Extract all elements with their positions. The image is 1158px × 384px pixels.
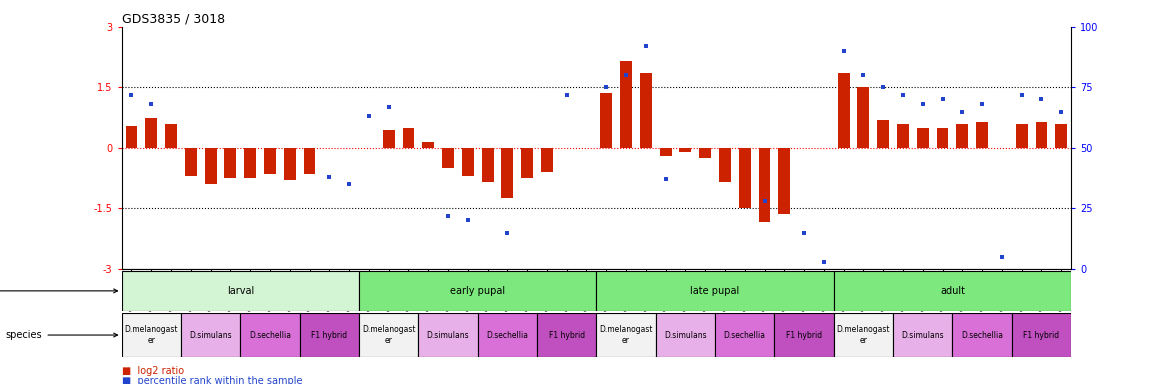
- Bar: [501, 148, 513, 198]
- Bar: [775, 313, 834, 357]
- Bar: [857, 88, 870, 148]
- Bar: [300, 313, 359, 357]
- Bar: [655, 313, 714, 357]
- Text: adult: adult: [940, 286, 965, 296]
- Text: D.melanogast
er: D.melanogast er: [362, 325, 416, 345]
- Text: ■  percentile rank within the sample: ■ percentile rank within the sample: [122, 376, 302, 384]
- Text: late pupal: late pupal: [690, 286, 740, 296]
- Bar: [739, 148, 750, 209]
- Bar: [359, 313, 418, 357]
- Bar: [240, 313, 300, 357]
- Text: D.simulans: D.simulans: [664, 331, 706, 339]
- Bar: [957, 124, 968, 148]
- Bar: [699, 148, 711, 158]
- Text: D.simulans: D.simulans: [426, 331, 469, 339]
- Bar: [185, 148, 197, 176]
- Bar: [423, 142, 434, 148]
- Bar: [418, 313, 477, 357]
- Bar: [264, 148, 276, 174]
- Bar: [166, 124, 177, 148]
- Bar: [403, 127, 415, 148]
- Text: D.melanogast
er: D.melanogast er: [837, 325, 891, 345]
- Bar: [303, 148, 315, 174]
- Bar: [952, 313, 1012, 357]
- Bar: [125, 126, 138, 148]
- Bar: [976, 122, 988, 148]
- Bar: [181, 313, 241, 357]
- Bar: [834, 313, 893, 357]
- Text: D.melanogast
er: D.melanogast er: [600, 325, 653, 345]
- Text: F1 hybrid: F1 hybrid: [1024, 331, 1060, 339]
- Bar: [244, 148, 256, 178]
- Bar: [205, 148, 217, 184]
- Bar: [660, 148, 672, 156]
- Bar: [716, 313, 775, 357]
- Text: D.simulans: D.simulans: [189, 331, 232, 339]
- Bar: [878, 120, 889, 148]
- Text: development stage: development stage: [0, 286, 118, 296]
- Bar: [680, 148, 691, 152]
- Bar: [1016, 124, 1027, 148]
- Bar: [917, 127, 929, 148]
- Text: D.sechellia: D.sechellia: [724, 331, 765, 339]
- Bar: [145, 118, 157, 148]
- Bar: [600, 93, 613, 148]
- Bar: [837, 73, 850, 148]
- Bar: [537, 313, 596, 357]
- Bar: [1055, 124, 1068, 148]
- Text: species: species: [6, 330, 118, 340]
- Bar: [442, 148, 454, 168]
- Bar: [359, 271, 596, 311]
- Bar: [482, 148, 493, 182]
- Bar: [462, 148, 474, 176]
- Bar: [640, 73, 652, 148]
- Bar: [225, 148, 236, 178]
- Text: D.sechellia: D.sechellia: [486, 331, 528, 339]
- Bar: [719, 148, 731, 182]
- Text: D.simulans: D.simulans: [901, 331, 944, 339]
- Bar: [893, 313, 952, 357]
- Text: F1 hybrid: F1 hybrid: [312, 331, 347, 339]
- Bar: [937, 127, 948, 148]
- Text: F1 hybrid: F1 hybrid: [549, 331, 585, 339]
- Text: D.sechellia: D.sechellia: [961, 331, 1003, 339]
- Text: F1 hybrid: F1 hybrid: [786, 331, 822, 339]
- Bar: [758, 148, 770, 222]
- Bar: [897, 124, 909, 148]
- Bar: [1012, 313, 1071, 357]
- Bar: [521, 148, 533, 178]
- Text: GDS3835 / 3018: GDS3835 / 3018: [122, 13, 225, 26]
- Text: ■  log2 ratio: ■ log2 ratio: [122, 366, 184, 376]
- Bar: [596, 271, 834, 311]
- Bar: [122, 271, 359, 311]
- Bar: [596, 313, 655, 357]
- Bar: [1035, 122, 1047, 148]
- Bar: [477, 313, 537, 357]
- Bar: [284, 148, 295, 180]
- Bar: [122, 313, 181, 357]
- Bar: [778, 148, 790, 214]
- Text: larval: larval: [227, 286, 254, 296]
- Bar: [621, 61, 632, 148]
- Text: D.sechellia: D.sechellia: [249, 331, 291, 339]
- Bar: [382, 130, 395, 148]
- Bar: [834, 271, 1071, 311]
- Text: D.melanogast
er: D.melanogast er: [125, 325, 178, 345]
- Bar: [541, 148, 552, 172]
- Text: early pupal: early pupal: [450, 286, 505, 296]
